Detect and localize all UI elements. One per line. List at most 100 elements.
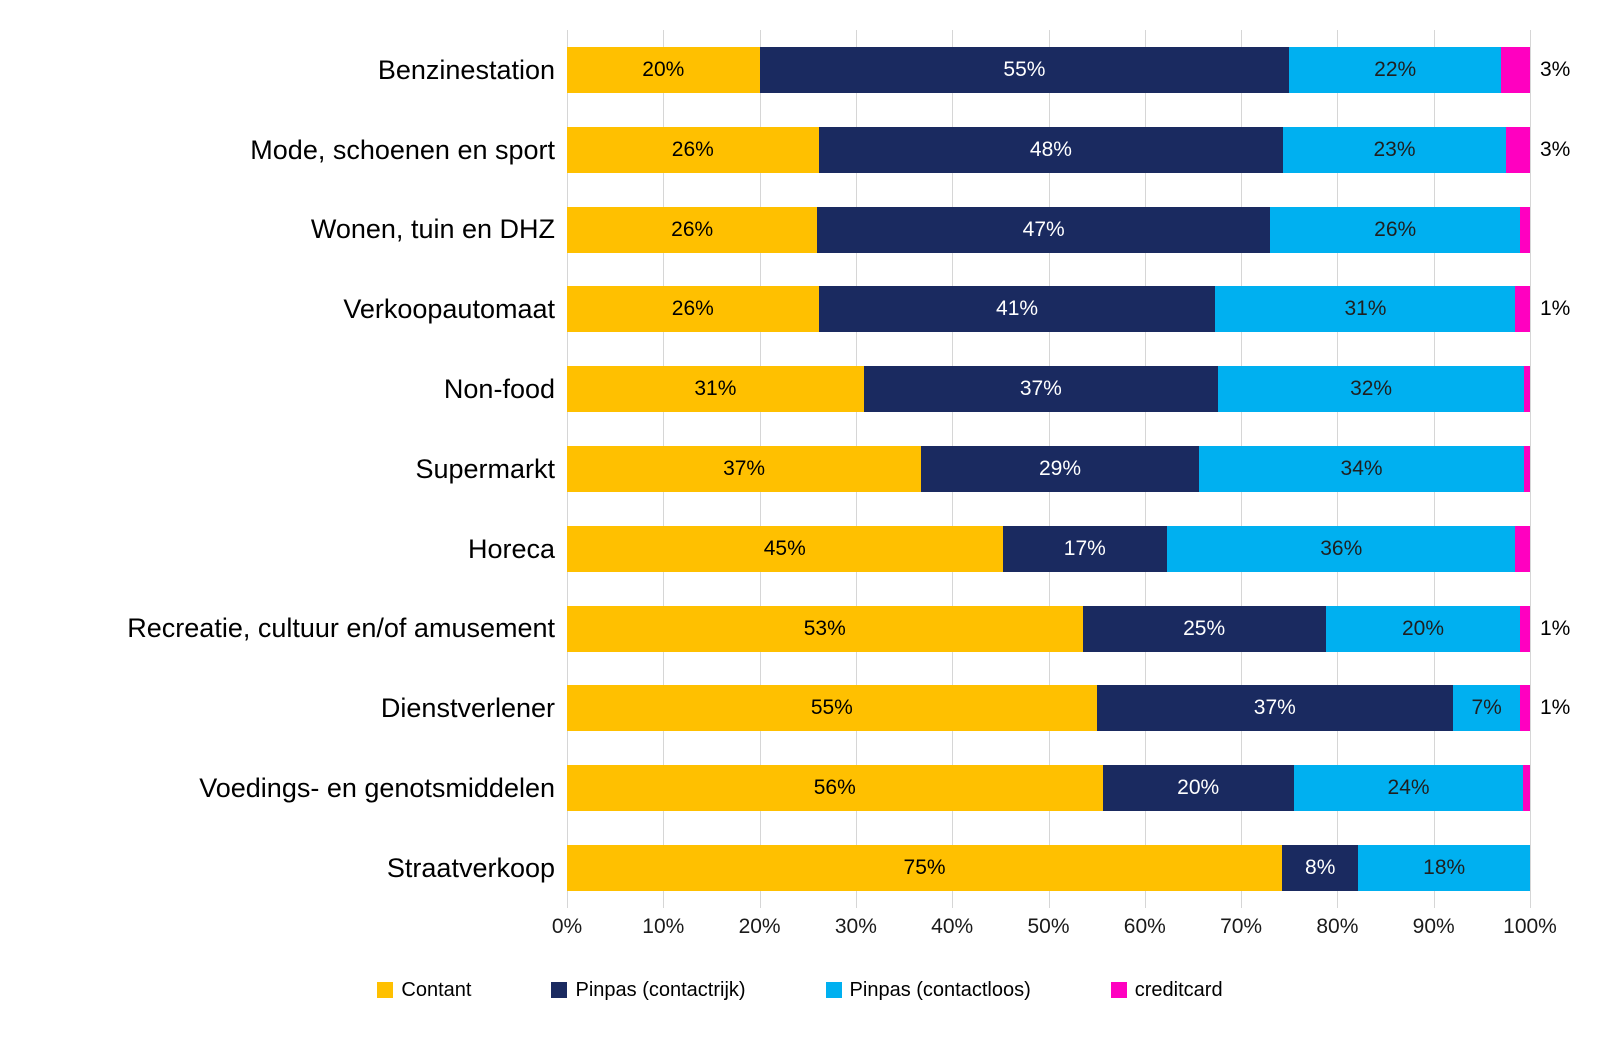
stacked-bar: 26% 48% 23% (567, 126, 1531, 173)
segment-value-label: 7% (1471, 696, 1502, 720)
legend-label: Pinpas (contactloos) (849, 978, 1031, 1001)
bar-segment-pinpas-contactloos: 31% (1215, 286, 1516, 333)
bar-segment-pinpas-contactrijk: 55% (759, 46, 1290, 93)
segment-value-label: 41% (996, 297, 1039, 321)
legend-swatch-creditcard (1110, 982, 1127, 998)
stacked-bar: 31% 37% 32% (567, 366, 1531, 413)
segment-value-label: 37% (1253, 696, 1296, 720)
chart-row: Voedings- en genotsmiddelen 56% 20% 24% (0, 748, 1600, 828)
chart-row: Mode, schoenen en sport 26% 48% 23% 3% (0, 110, 1600, 190)
category-label: Non-food (443, 373, 555, 404)
segment-value-label: 75% (903, 856, 946, 880)
segment-value-label: 34% (1340, 456, 1383, 480)
legend-swatch-pinpas-contactloos (825, 982, 842, 998)
bar-segment-pinpas-contactrijk: 41% (818, 286, 1216, 333)
bar-segment-pinpas-contactloos: 18% (1358, 845, 1530, 892)
category-label: Wonen, tuin en DHZ (310, 214, 555, 245)
segment-value-label: 8% (1305, 856, 1336, 880)
segment-value-label: 47% (1022, 217, 1065, 241)
bar-segment-pinpas-contactrijk: 47% (817, 206, 1270, 253)
segment-value-label: 31% (1344, 297, 1387, 321)
x-axis-tick-label: 30% (834, 915, 877, 938)
category-label: Voedings- en genotsmiddelen (199, 773, 555, 804)
segment-value-label: 31% (694, 377, 737, 401)
outside-value-label: 3% (1540, 137, 1571, 161)
legend-label: Contant (401, 978, 472, 1001)
bar-segment-pinpas-contactrijk: 8% (1282, 845, 1359, 892)
chart-row: Benzinestation 20% 55% 22% 3% (0, 30, 1600, 110)
chart-row: Horeca 45% 17% 36% (0, 509, 1600, 589)
bar-segment-pinpas-contactrijk: 48% (818, 126, 1284, 173)
bar-segment-pinpas-contactloos: 32% (1217, 366, 1525, 413)
segment-value-label: 37% (1019, 377, 1062, 401)
category-label: Recreatie, cultuur en/of amusement (127, 613, 555, 644)
x-axis-tick-label: 70% (1220, 915, 1263, 938)
chart-row: Dienstverlener 55% 37% 7% 1% (0, 669, 1600, 749)
segment-value-label: 26% (671, 137, 714, 161)
stacked-bar: 75% 8% 18% (567, 845, 1530, 892)
x-axis: 0% 10% 20% 30% 40% 50% 60% 70% 80% 90% 100% (552, 915, 1557, 947)
stacked-bar: 45% 17% 36% (567, 525, 1530, 572)
legend-item-pinpas-contactrijk: Pinpas (contactrijk) (551, 978, 746, 1002)
bar-segment-pinpas-contactloos: 24% (1293, 765, 1524, 812)
bar-segment-pinpas-contactrijk: 25% (1082, 605, 1326, 652)
chart-row: Straatverkoop 75% 8% 18% (0, 828, 1600, 908)
segment-value-label: 32% (1350, 377, 1393, 401)
stacked-bar: 20% 55% 22% (567, 46, 1530, 93)
segment-value-label: 26% (671, 217, 714, 241)
legend-label: Pinpas (contactrijk) (575, 978, 746, 1001)
bar-segment-creditcard (1501, 46, 1530, 93)
x-axis-tick-label: 0% (551, 915, 583, 938)
x-axis-tick-label: 10% (642, 915, 685, 938)
bar-segment-contant: 26% (567, 206, 818, 253)
legend-item-contant: Contant (377, 979, 471, 1002)
x-axis-tick-label: 100% (1503, 915, 1557, 938)
bar-segment-creditcard (1515, 525, 1530, 572)
category-label: Mode, schoenen en sport (250, 134, 555, 165)
bar-segment-pinpas-contactloos: 23% (1283, 126, 1506, 173)
segment-value-label: 18% (1423, 856, 1466, 880)
legend-swatch-contant (377, 982, 394, 998)
segment-value-label: 53% (803, 616, 846, 640)
segment-value-label: 55% (810, 696, 853, 720)
category-label: Dienstverlener (380, 693, 555, 724)
stacked-bar: 55% 37% 7% (567, 685, 1530, 732)
bar-segment-pinpas-contactloos: 22% (1289, 46, 1502, 93)
bar-segment-pinpas-contactrijk: 37% (1096, 685, 1453, 732)
stacked-bar: 53% 25% 20% (567, 605, 1531, 652)
segment-value-label: 20% (642, 57, 685, 81)
x-axis-tick-label: 80% (1316, 915, 1359, 938)
bar-segment-contant: 26% (567, 126, 819, 173)
bar-segment-creditcard (1524, 445, 1531, 492)
x-axis-tick-label: 60% (1123, 915, 1166, 938)
stacked-bar: 37% 29% 34% (567, 445, 1531, 492)
segment-value-label: 56% (813, 776, 856, 800)
bar-segment-creditcard (1523, 765, 1530, 812)
segment-value-label: 20% (1177, 776, 1220, 800)
category-label: Horeca (467, 533, 555, 564)
legend-item-creditcard: creditcard (1110, 979, 1223, 1002)
chart-row: Non-food 31% 37% 32% (0, 349, 1600, 429)
category-label: Straatverkoop (386, 852, 555, 883)
x-axis-tick-label: 90% (1412, 915, 1455, 938)
x-axis-tick-label: 40% (931, 915, 974, 938)
outside-value-label: 3% (1540, 57, 1571, 81)
bar-segment-creditcard (1505, 126, 1531, 173)
segment-value-label: 37% (723, 456, 766, 480)
chart-row: Supermarkt 37% 29% 34% (0, 429, 1600, 509)
bar-segment-creditcard (1524, 366, 1531, 413)
bar-segment-creditcard (1520, 206, 1530, 253)
bar-segment-pinpas-contactloos: 26% (1269, 206, 1521, 253)
stacked-bar: 56% 20% 24% (567, 765, 1530, 812)
segment-value-label: 25% (1183, 616, 1226, 640)
stacked-bar: 26% 41% 31% (567, 286, 1530, 333)
segment-value-label: 48% (1029, 137, 1072, 161)
category-label: Benzinestation (377, 54, 555, 85)
chart-row: Wonen, tuin en DHZ 26% 47% 26% (0, 190, 1600, 270)
bar-segment-creditcard (1520, 605, 1531, 652)
bar-segment-contant: 53% (567, 605, 1083, 652)
legend: Contant Pinpas (contactrijk) Pinpas (conta… (0, 972, 1600, 1008)
x-axis-tick-label: 50% (1027, 915, 1070, 938)
segment-value-label: 26% (1374, 217, 1417, 241)
bar-segment-pinpas-contactrijk: 17% (1002, 525, 1168, 572)
